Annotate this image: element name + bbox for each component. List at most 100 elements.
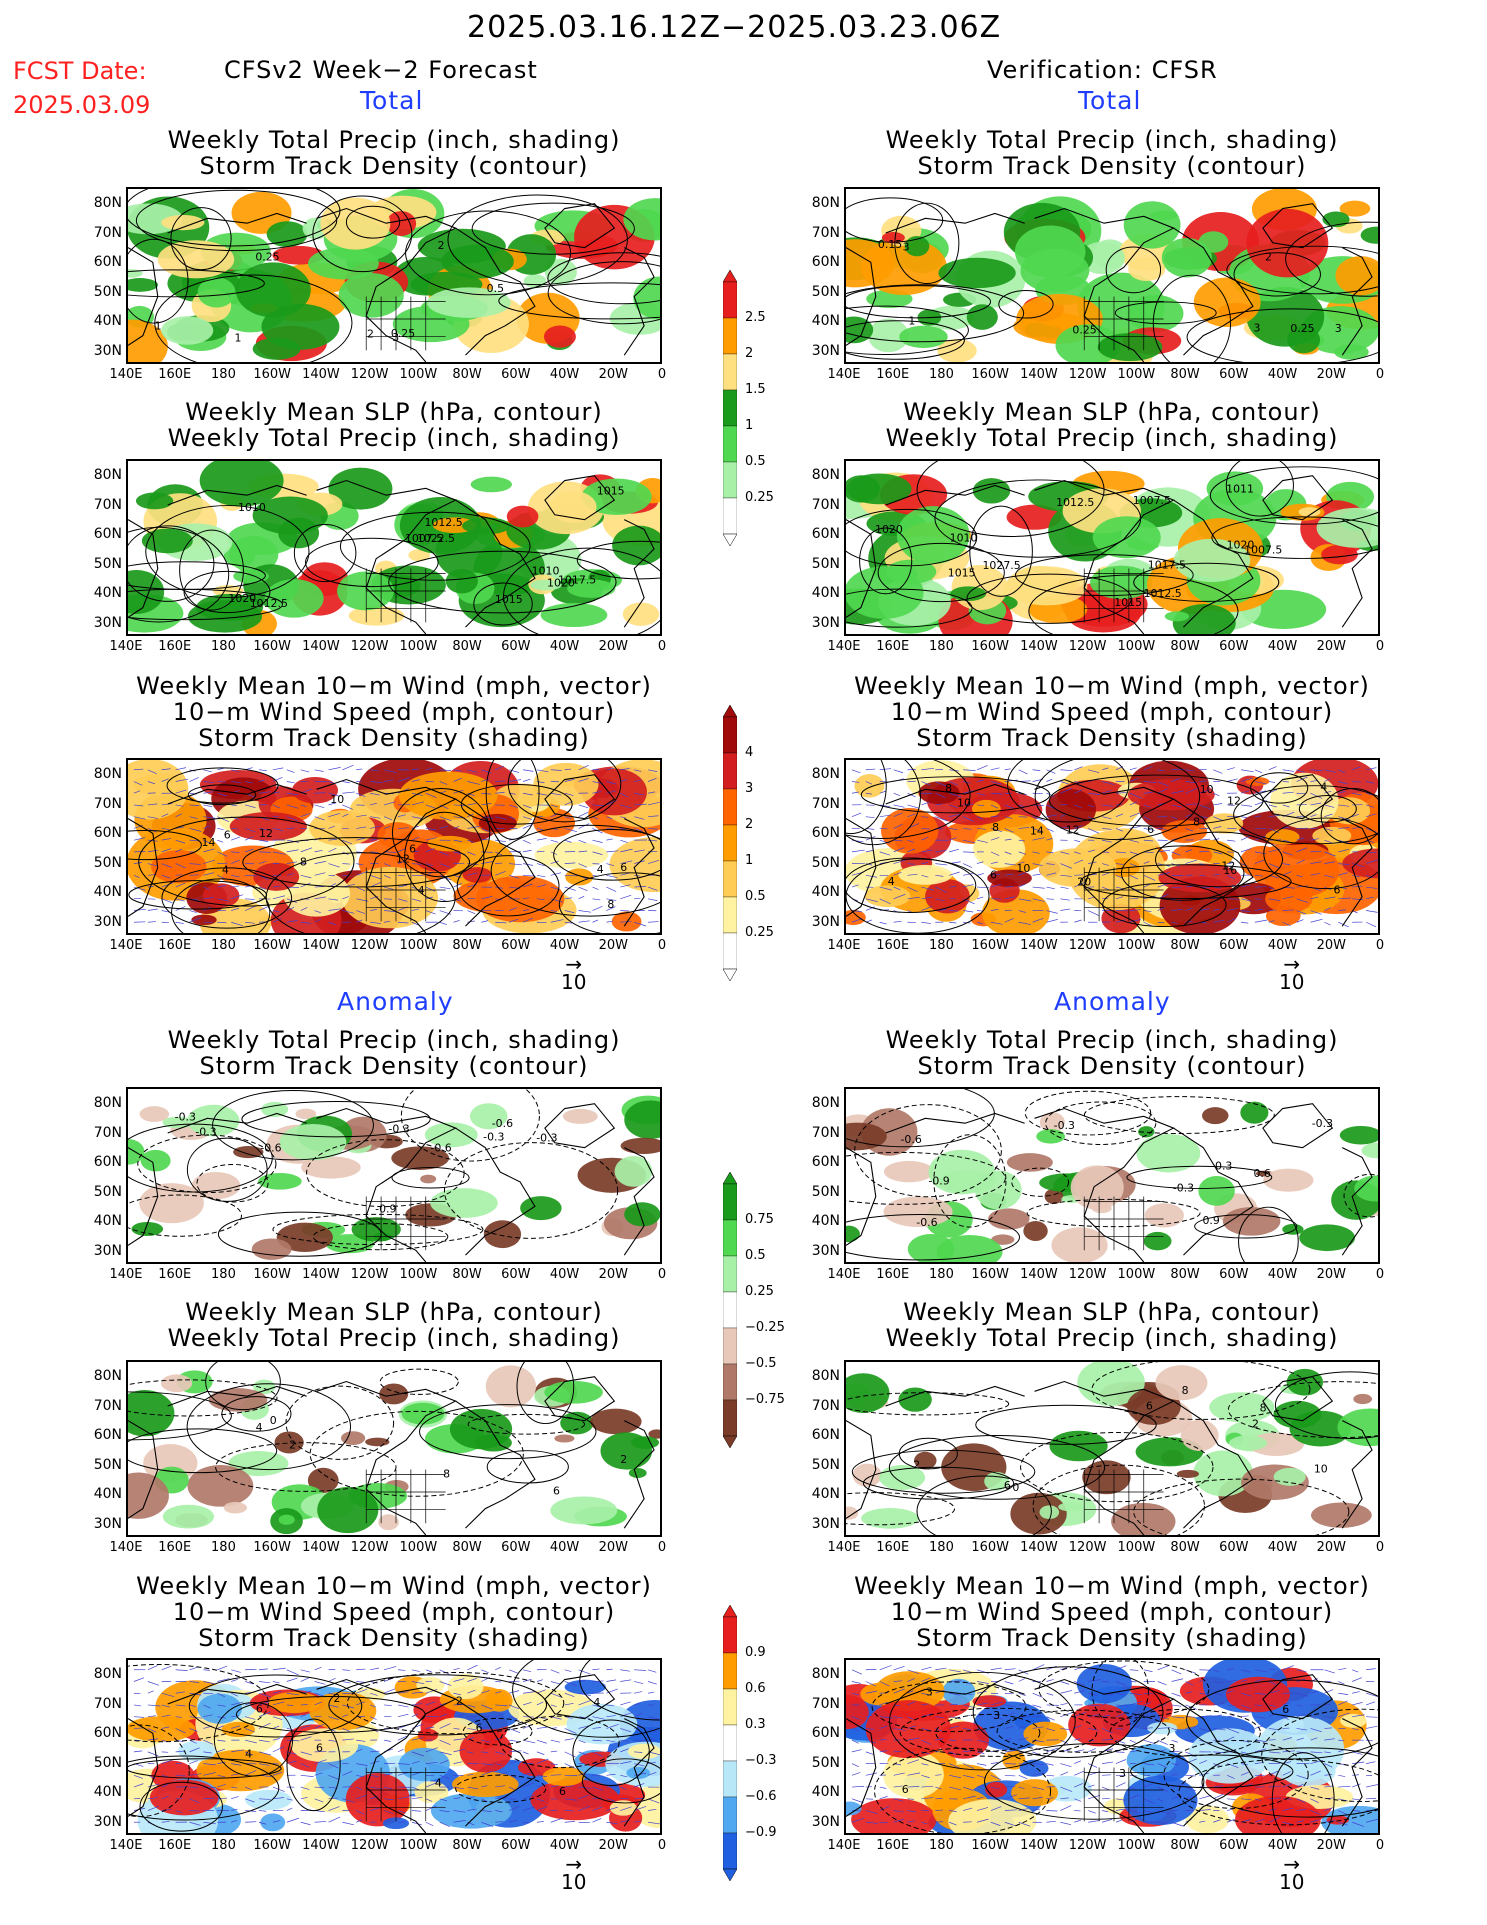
shade-blob bbox=[337, 571, 394, 611]
lon-tick-label: 20W bbox=[1316, 639, 1346, 654]
lon-tick-label: 80W bbox=[452, 367, 482, 382]
lat-tick-label: 50N bbox=[811, 1456, 840, 1473]
panel-title-line: Storm Track Density (shading) bbox=[916, 1624, 1308, 1652]
lon-tick-label: 160W bbox=[971, 938, 1010, 953]
lat-tick-label: 40N bbox=[93, 1486, 122, 1502]
shade-blob bbox=[865, 1700, 952, 1759]
contour-label: -0.3 bbox=[388, 1123, 409, 1136]
shade-blob bbox=[898, 864, 953, 885]
contour-label: 3 bbox=[926, 1686, 933, 1699]
lat-tick-label: 30N bbox=[93, 342, 122, 359]
contour-line bbox=[217, 1211, 382, 1257]
colorbar-label: 0.5 bbox=[745, 1248, 766, 1263]
lon-tick-label: 140E bbox=[827, 1838, 861, 1853]
lon-tick-label: 0 bbox=[657, 639, 667, 654]
contour-label: 1015 bbox=[1114, 596, 1142, 609]
shade-blob bbox=[208, 1388, 268, 1412]
lon-tick-label: 160E bbox=[876, 367, 910, 382]
lat-tick-label: 80N bbox=[811, 1095, 840, 1111]
contour-line bbox=[846, 1089, 995, 1148]
contour-line bbox=[512, 1660, 660, 1738]
lon-tick-label: 80W bbox=[452, 938, 482, 953]
shade-blob bbox=[881, 232, 905, 244]
lat-tick-label: 60N bbox=[93, 1154, 122, 1170]
contour-line bbox=[490, 824, 660, 917]
contour-line bbox=[969, 505, 1033, 597]
lat-tick-label: 60N bbox=[811, 825, 840, 841]
lon-tick-label: 20W bbox=[598, 1838, 628, 1853]
contour-line bbox=[984, 1743, 1205, 1820]
shade-blob bbox=[1265, 829, 1300, 845]
contour-line bbox=[187, 784, 257, 806]
contour-label: 4 bbox=[245, 1748, 252, 1761]
contour-label: -0.6 bbox=[430, 1142, 451, 1155]
lon-tick-label: 140W bbox=[1020, 1838, 1058, 1853]
shade-blob bbox=[1158, 863, 1242, 893]
state-boundaries bbox=[365, 568, 446, 623]
contour-line bbox=[388, 550, 617, 614]
contour-label: 6 bbox=[224, 829, 231, 842]
colorbar-segment bbox=[722, 1327, 738, 1365]
shade-blob bbox=[462, 517, 511, 535]
coast-line bbox=[623, 818, 655, 927]
shade-blob bbox=[462, 867, 493, 883]
contour-line bbox=[1271, 1752, 1335, 1833]
lon-tick-label: 20W bbox=[598, 1540, 628, 1555]
contour-line bbox=[1024, 1090, 1152, 1136]
contour-line bbox=[1211, 516, 1378, 559]
contour-line bbox=[1186, 1679, 1378, 1760]
shade-blob bbox=[1079, 241, 1125, 275]
coast-line bbox=[846, 1420, 877, 1519]
shade-blob bbox=[197, 277, 236, 308]
contour-label: 2 bbox=[438, 239, 445, 252]
lon-tick-label: 40W bbox=[1267, 367, 1298, 382]
contour-label: 6 bbox=[990, 868, 997, 881]
contour-line bbox=[328, 1674, 548, 1736]
lat-tick-label: 40N bbox=[93, 884, 122, 900]
contour-label: 2 bbox=[1265, 251, 1272, 264]
colorbar-segment bbox=[722, 425, 738, 463]
lat-tick-label: 80N bbox=[811, 467, 840, 483]
vector-reference-value: 10 bbox=[1279, 970, 1305, 994]
colorbar-end bbox=[722, 968, 738, 982]
map-panel-p4l: -0.6 -0.3 -0.6 -0.3 -0.3 -0.3 -0.9 -0.6 -0.3 bbox=[126, 1087, 662, 1264]
lat-tick-label: 40N bbox=[811, 585, 840, 601]
shade-blob bbox=[846, 1225, 860, 1243]
shade-blob bbox=[1342, 848, 1378, 879]
lon-tick-label: 80W bbox=[1170, 1540, 1200, 1555]
lat-tick-label: 40N bbox=[811, 1784, 840, 1800]
contour-line bbox=[128, 561, 266, 590]
lon-tick-label: 160E bbox=[158, 1540, 192, 1555]
contour-line bbox=[846, 760, 971, 839]
shade-blob bbox=[424, 1122, 478, 1148]
lon-tick-label: 180 bbox=[211, 1267, 236, 1282]
contour-line bbox=[293, 523, 357, 583]
shade-blob bbox=[1082, 1460, 1131, 1495]
lon-tick-label: 40W bbox=[549, 639, 580, 654]
contour-label: 3 bbox=[1119, 1767, 1126, 1780]
shade-blob bbox=[131, 1221, 164, 1236]
contour-line bbox=[846, 1213, 1020, 1261]
contour-line bbox=[1032, 1464, 1205, 1535]
lon-tick-label: 60W bbox=[501, 639, 531, 654]
shade-blob bbox=[846, 1122, 887, 1151]
contour-label: 1 bbox=[155, 320, 162, 333]
shade-blob bbox=[416, 1676, 445, 1694]
lat-tick-label: 80N bbox=[93, 1666, 122, 1682]
lon-tick-label: 0 bbox=[657, 367, 667, 382]
lon-tick-label: 100W bbox=[1117, 1838, 1156, 1853]
contour-line bbox=[846, 858, 990, 933]
shade-blob bbox=[626, 1766, 650, 1779]
shade-blob bbox=[942, 1678, 976, 1705]
section-total-right: Total bbox=[1078, 86, 1142, 115]
lon-tick-label: 160W bbox=[971, 1838, 1010, 1853]
lon-tick-label: 140W bbox=[1020, 1540, 1058, 1555]
contour-label: 1012.5 bbox=[424, 516, 462, 529]
lat-tick-label: 60N bbox=[93, 825, 122, 841]
state-boundaries bbox=[365, 1196, 446, 1251]
coast-line bbox=[1173, 227, 1254, 356]
lat-tick-label: 60N bbox=[811, 1725, 840, 1741]
contour-line bbox=[145, 505, 310, 599]
vector-reference: → 10 bbox=[1279, 954, 1305, 994]
contour-label: 3 bbox=[903, 241, 910, 254]
